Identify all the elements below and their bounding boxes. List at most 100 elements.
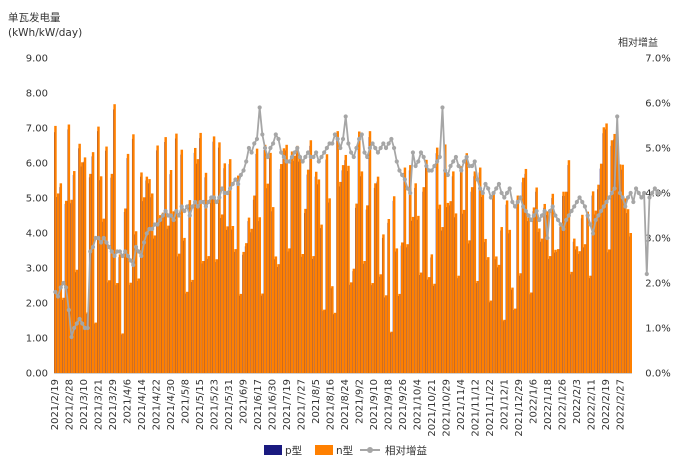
- bar-n: [403, 167, 407, 373]
- gain-point: [362, 150, 367, 155]
- gain-point: [529, 217, 534, 223]
- gain-point: [432, 163, 437, 169]
- gain-point: [271, 141, 276, 146]
- gain-point: [279, 150, 284, 155]
- gain-point: [394, 159, 399, 164]
- bar-n: [444, 144, 447, 373]
- x-tick-label: 2021/3/10: [79, 379, 90, 430]
- gain-point: [539, 213, 545, 218]
- bar-n: [59, 183, 63, 373]
- gain-point: [633, 186, 639, 191]
- bar-n: [215, 259, 218, 373]
- bar-n: [419, 272, 423, 373]
- bar-n: [323, 309, 326, 373]
- gain-point: [128, 258, 133, 263]
- bar-n: [355, 203, 358, 373]
- bar-n: [148, 179, 151, 373]
- bar-n: [194, 147, 197, 373]
- bar-n: [527, 217, 530, 373]
- bar-n: [91, 152, 95, 373]
- x-tick-label: 2022/2/11: [587, 379, 598, 430]
- bar-n: [137, 278, 141, 373]
- bar-n: [505, 200, 509, 373]
- x-tick-label: 2021/5/8: [181, 379, 192, 424]
- gain-point: [521, 204, 526, 209]
- gain-point: [314, 150, 319, 155]
- bar-n: [401, 242, 404, 373]
- x-tick-label: 2021/4/6: [123, 379, 134, 424]
- gain-point: [289, 154, 295, 160]
- bar-n: [70, 199, 73, 373]
- bar-n: [613, 133, 616, 373]
- gain-point: [287, 159, 292, 164]
- bar-n: [489, 300, 493, 373]
- x-tick-label: 2021/4/30: [166, 379, 177, 430]
- x-tick-label: 2021/5/23: [210, 379, 221, 430]
- gain-point: [53, 289, 58, 295]
- bar-n: [513, 308, 517, 373]
- bar-n: [414, 183, 417, 373]
- gain-point: [324, 145, 329, 151]
- x-tick-label: 2022/2/27: [616, 379, 627, 430]
- bar-n: [237, 175, 240, 373]
- bar-n: [589, 275, 592, 373]
- bar-n: [371, 283, 374, 373]
- gain-point: [418, 150, 424, 155]
- bar-n: [478, 167, 482, 373]
- gain-point: [590, 231, 596, 236]
- gain-point: [564, 217, 569, 223]
- gain-point: [375, 150, 381, 155]
- bar-n: [188, 200, 192, 373]
- bar-n: [570, 271, 573, 373]
- bar-n: [129, 282, 132, 373]
- gain-point: [174, 208, 179, 214]
- bar-n: [175, 133, 178, 373]
- gain-point: [273, 132, 278, 137]
- gain-point: [620, 195, 625, 200]
- bar-n: [328, 198, 331, 373]
- bar-n: [261, 293, 264, 373]
- bar-n: [255, 148, 259, 373]
- bar-n: [153, 235, 157, 373]
- bar-n: [368, 131, 372, 373]
- gain-point: [241, 168, 246, 173]
- gain-point: [195, 204, 200, 209]
- bar-n: [220, 214, 224, 373]
- gain-point: [572, 204, 577, 209]
- gain-point: [580, 199, 585, 205]
- bar-n: [210, 196, 213, 373]
- gain-point: [144, 231, 149, 236]
- x-tick-label: 2021/4/22: [152, 379, 163, 430]
- gain-point: [322, 150, 327, 155]
- bar-n: [446, 202, 450, 373]
- gain-point: [155, 222, 160, 227]
- x-tick-label: 2021/2/28: [65, 379, 76, 430]
- gain-point: [193, 199, 198, 205]
- bar-n: [110, 173, 114, 373]
- gain-point: [265, 154, 270, 160]
- gain-point: [421, 154, 426, 160]
- bar-n: [618, 164, 622, 373]
- legend-swatch-p: [264, 445, 282, 455]
- bar-n: [242, 251, 245, 373]
- gain-point: [397, 168, 402, 173]
- gain-point: [88, 249, 93, 254]
- bar-n: [352, 268, 356, 373]
- bar-n: [363, 261, 366, 373]
- gain-point: [109, 249, 114, 254]
- bar-n: [105, 146, 108, 373]
- bar-n: [398, 293, 401, 373]
- gain-point: [555, 217, 561, 223]
- gain-point: [402, 177, 407, 182]
- gain-point: [158, 217, 163, 223]
- gain-point: [650, 190, 655, 196]
- bar-n: [591, 191, 595, 373]
- x-tick-label: 2021/2/19: [50, 379, 61, 430]
- bar-n: [538, 228, 541, 373]
- gain-point: [615, 114, 620, 119]
- gain-point: [588, 222, 593, 227]
- gain-point: [483, 181, 488, 187]
- gain-point: [547, 208, 553, 214]
- x-tick-label: 2021/6/17: [253, 379, 264, 430]
- gain-point: [107, 244, 112, 250]
